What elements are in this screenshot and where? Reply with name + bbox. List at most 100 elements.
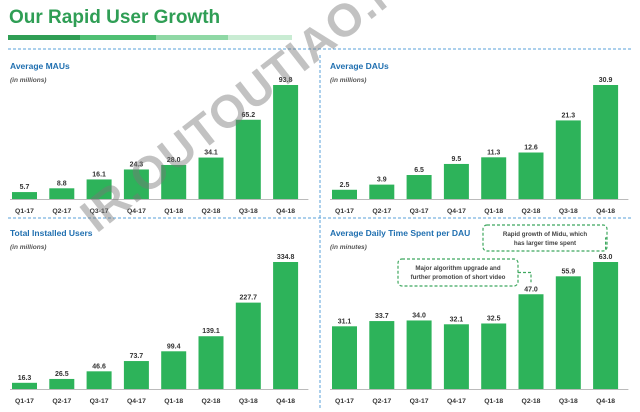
bar xyxy=(443,163,469,199)
category-label: Q4-17 xyxy=(447,208,466,215)
category-label: Q4-18 xyxy=(276,398,295,405)
data-label: 12.6 xyxy=(524,145,538,152)
chart-subtitle: (in millions) xyxy=(10,244,46,251)
data-label: 334.8 xyxy=(277,254,295,261)
category-label: Q4-18 xyxy=(596,208,615,215)
data-label: 32.5 xyxy=(487,315,501,322)
chart-title: Average Daily Time Spent per DAU xyxy=(330,228,470,238)
bar xyxy=(123,169,149,199)
category-label: Q3-18 xyxy=(239,398,258,405)
category-label: Q1-18 xyxy=(164,398,183,405)
data-label: 6.5 xyxy=(414,167,424,174)
category-label: Q1-17 xyxy=(335,398,354,405)
bar xyxy=(481,157,507,199)
data-label: 139.1 xyxy=(202,328,220,335)
chart-panel-4: Average Daily Time Spent per DAU (in minu… xyxy=(330,224,629,405)
data-label: 32.1 xyxy=(450,316,464,323)
chart-panel-3: Total Installed Users (in millions) 16.3 Q1… xyxy=(10,228,309,405)
bar xyxy=(12,192,37,199)
bar xyxy=(332,189,357,199)
category-label: Q4-17 xyxy=(127,208,146,215)
annotation-text: has larger time spent xyxy=(514,240,576,247)
category-label: Q2-18 xyxy=(522,398,541,405)
data-label: 65.2 xyxy=(241,112,255,119)
data-label: 16.3 xyxy=(18,375,32,382)
annotation-text: further promotion of short video xyxy=(411,274,506,281)
category-label: Q2-18 xyxy=(202,398,221,405)
chart-panel-1: Average MAUs (in millions) 5.7 Q1-17 8.8 Q2-1… xyxy=(10,61,309,215)
data-label: 34.0 xyxy=(412,312,426,319)
annotation-connector xyxy=(605,237,607,250)
title-underline-segment-2 xyxy=(80,35,156,40)
bar xyxy=(235,302,261,389)
category-label: Q1-17 xyxy=(15,398,34,405)
bar xyxy=(161,351,187,389)
chart-subtitle: (in millions) xyxy=(330,77,366,84)
page-title: Our Rapid User Growth xyxy=(9,7,221,28)
bar xyxy=(273,262,299,389)
bar xyxy=(123,361,149,389)
bar xyxy=(86,179,112,199)
bar xyxy=(198,157,224,199)
bar xyxy=(369,184,395,199)
bar xyxy=(49,378,75,389)
data-label: 3.9 xyxy=(377,177,387,184)
data-label: 30.9 xyxy=(599,77,613,84)
title-underline xyxy=(8,35,292,40)
category-label: Q3-17 xyxy=(410,208,429,215)
category-label: Q3-17 xyxy=(90,398,109,405)
category-label: Q4-17 xyxy=(447,398,466,405)
bar xyxy=(443,324,469,389)
category-label: Q2-17 xyxy=(52,398,71,405)
bar xyxy=(555,120,581,199)
category-label: Q3-18 xyxy=(559,208,578,215)
bar xyxy=(198,336,224,389)
data-label: 34.1 xyxy=(204,150,218,157)
data-label: 28.0 xyxy=(167,157,181,164)
bar xyxy=(518,152,544,199)
chart-panel-2: Average DAUs (in millions) 2.5 Q1-17 3.9 Q2-1… xyxy=(330,61,629,215)
data-label: 55.9 xyxy=(561,268,575,275)
category-label: Q1-18 xyxy=(164,208,183,215)
data-label: 24.3 xyxy=(130,161,144,168)
data-label: 73.7 xyxy=(130,353,144,360)
title-underline-segment-1 xyxy=(8,35,80,40)
category-label: Q3-17 xyxy=(410,398,429,405)
annotation-text: Rapid growth of Midu, which xyxy=(503,231,587,238)
chart-title: Total Installed Users xyxy=(10,228,93,238)
bar xyxy=(332,326,357,389)
data-label: 63.0 xyxy=(599,254,613,261)
title-underline-segment-4 xyxy=(228,35,292,40)
category-label: Q3-18 xyxy=(239,208,258,215)
bar xyxy=(555,276,581,389)
bar xyxy=(49,188,75,199)
bar xyxy=(518,294,544,389)
data-label: 26.5 xyxy=(55,371,69,378)
chart-title: Average DAUs xyxy=(330,61,389,71)
annotation-box xyxy=(397,258,519,287)
category-label: Q3-18 xyxy=(559,398,578,405)
data-label: 46.6 xyxy=(92,363,106,370)
category-label: Q3-17 xyxy=(90,208,109,215)
category-label: Q1-17 xyxy=(15,208,34,215)
bar xyxy=(593,262,619,389)
data-label: 227.7 xyxy=(240,295,258,302)
bar xyxy=(369,321,395,389)
chart-title: Average MAUs xyxy=(10,61,70,71)
bar xyxy=(406,320,432,389)
category-label: Q2-17 xyxy=(372,398,391,405)
data-label: 93.8 xyxy=(279,77,293,84)
bar xyxy=(12,382,37,389)
data-label: 47.0 xyxy=(524,286,538,293)
data-label: 8.8 xyxy=(57,180,67,187)
bar xyxy=(161,164,187,199)
bar xyxy=(273,85,299,199)
bar xyxy=(593,85,619,199)
bar xyxy=(235,119,261,199)
data-label: 9.5 xyxy=(452,156,462,163)
category-label: Q1-18 xyxy=(484,398,503,405)
chart-subtitle: (in millions) xyxy=(10,77,46,84)
data-label: 21.3 xyxy=(561,112,575,119)
title-underline-segment-3 xyxy=(156,35,228,40)
category-label: Q1-17 xyxy=(335,208,354,215)
